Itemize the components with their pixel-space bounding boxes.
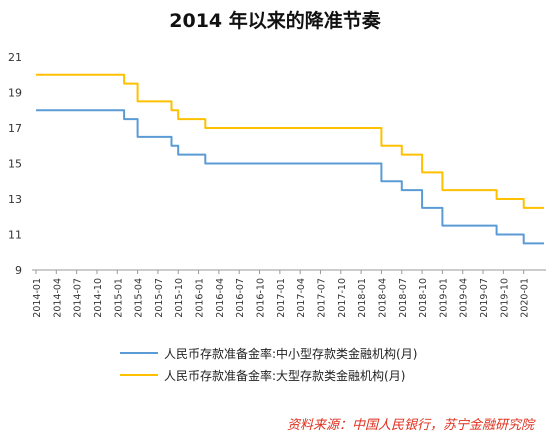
x-tick-label: 2015-10 [174, 278, 185, 318]
x-tick-label: 2017-04 [296, 278, 307, 318]
x-tick-label: 2014-10 [93, 278, 104, 318]
x-axis: 2014-01 2014-04 2014-07 2014-10 2015-01 2015-… [32, 269, 546, 318]
legend-item-small-medium: 人民币存款准备金率:中小型存款类金融机构(月) [120, 342, 417, 364]
y-tick-label: 9 [15, 264, 22, 277]
series-lines [36, 73, 544, 245]
x-tick-label: 2014-04 [52, 278, 63, 318]
x-tick-label: 2014-01 [32, 278, 43, 318]
series-line-large [36, 73, 544, 209]
x-tick-label: 2019-07 [479, 278, 490, 318]
x-tick-label: 2019-04 [459, 278, 470, 318]
series-line-small-medium [36, 109, 544, 245]
x-tick-label: 2018-01 [357, 278, 368, 318]
legend-swatch-small-medium [120, 352, 158, 354]
x-tick-label: 2019-10 [499, 278, 510, 318]
x-tick-label: 2018-04 [377, 278, 388, 318]
x-tick-label: 2016-07 [235, 278, 246, 318]
x-tick-label: 2018-10 [418, 278, 429, 318]
y-tick-label: 21 [8, 51, 22, 64]
x-tick-label: 2016-10 [256, 278, 267, 318]
legend-swatch-large [120, 374, 158, 376]
x-tick-label: 2016-01 [195, 278, 206, 318]
x-tick-label: 2018-07 [398, 278, 409, 318]
x-tick-label: 2016-04 [215, 278, 226, 318]
x-tick-label: 2015-07 [154, 278, 165, 318]
legend: 人民币存款准备金率:中小型存款类金融机构(月) 人民币存款准备金率:大型存款类金… [120, 342, 417, 386]
x-tick-label: 2017-01 [276, 278, 287, 318]
x-tick-label: 2017-10 [337, 278, 348, 318]
x-tick-label: 2014-07 [73, 278, 84, 318]
y-tick-label: 15 [8, 158, 22, 171]
y-tick-label: 11 [8, 229, 22, 242]
legend-label-small-medium: 人民币存款准备金率:中小型存款类金融机构(月) [164, 346, 418, 361]
x-tick-label: 2015-01 [113, 278, 124, 318]
y-tick-label: 13 [8, 193, 22, 206]
x-tick-label: 2015-04 [134, 278, 145, 318]
legend-item-large: 人民币存款准备金率:大型存款类金融机构(月) [120, 364, 417, 386]
chart-title: 2014 年以来的降准节奏 [169, 10, 381, 32]
x-tick-label: 2019-01 [438, 278, 449, 318]
y-tick-label: 19 [8, 87, 22, 100]
y-tick-label: 17 [8, 122, 22, 135]
source-note: 资料来源：中国人民银行，苏宁金融研究院 [286, 418, 534, 433]
legend-label-large: 人民币存款准备金率:大型存款类金融机构(月) [164, 368, 406, 383]
x-tick-label: 2020-01 [520, 278, 531, 318]
x-tick-label: 2017-07 [316, 278, 327, 318]
y-axis: 9 11 13 15 17 19 21 [8, 51, 22, 277]
